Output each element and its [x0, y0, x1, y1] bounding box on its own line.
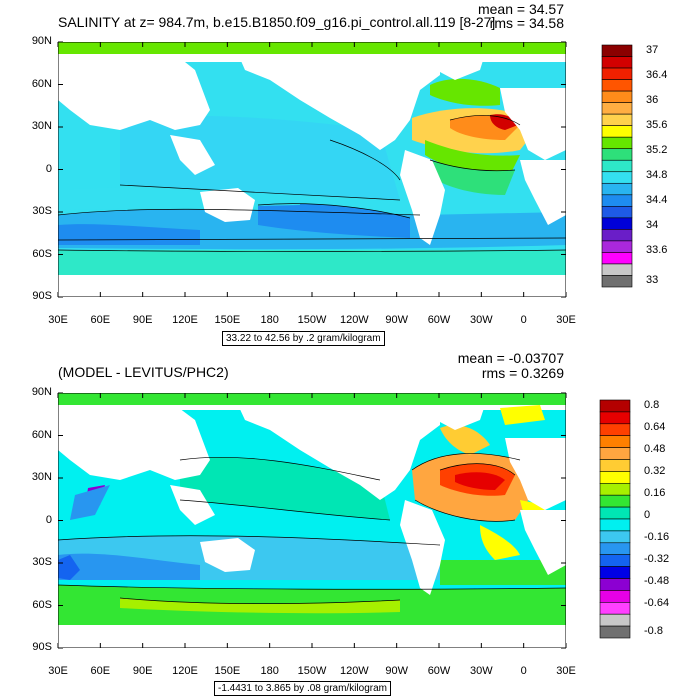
- lat-tick-label: 30S: [32, 556, 52, 568]
- colorbar-tick-label: 34.4: [646, 193, 668, 206]
- colorbar-swatch: [601, 240, 633, 253]
- colorbar-tick-label: 0.16: [644, 487, 666, 499]
- colorbar-tick-label: 33.6: [646, 243, 668, 256]
- lat-tick-label: 60S: [32, 247, 52, 260]
- colorbar-tick-label: 34: [646, 218, 659, 231]
- lon-tick-label: 60E: [90, 665, 111, 677]
- lat-tick-label: 60S: [32, 598, 52, 611]
- lat-tick-label: 60N: [31, 77, 52, 90]
- colorbar-swatch: [601, 148, 633, 161]
- land: [58, 54, 566, 297]
- lat-tick-label: 30N: [31, 120, 52, 132]
- colorbar-swatch: [601, 182, 633, 196]
- lat-tick-label: 0: [45, 513, 52, 526]
- lon-tick-label: 150E: [214, 314, 241, 326]
- lon-tick-label: 150E: [214, 665, 241, 677]
- lon-tick-label: 90W: [385, 665, 408, 677]
- lon-tick-label: 120W: [339, 665, 369, 677]
- lat-tick-label: 90N: [31, 386, 52, 398]
- lon-tick-label: 30E: [48, 665, 68, 677]
- colorbar-tick-label: -0.64: [644, 597, 670, 610]
- lat-tick-label: 90N: [31, 35, 52, 47]
- lon-tick-label: 30W: [470, 314, 493, 326]
- colorbar-swatch: [601, 171, 633, 184]
- colorbar-swatch: [601, 159, 633, 173]
- lon-tick-label: 180: [260, 665, 279, 677]
- lon-tick-label: 150W: [297, 314, 327, 326]
- lat-tick-label: 30S: [32, 205, 52, 217]
- colorbar-tick-label: -0.32: [644, 553, 670, 566]
- lon-tick-label: 60W: [427, 314, 451, 326]
- colorbar-swatch: [601, 56, 633, 69]
- colorbar-tick-label: 0.64: [644, 420, 666, 433]
- rms-label: rms = 34.58: [489, 15, 564, 31]
- lon-tick-label: 60E: [90, 314, 111, 326]
- lon-tick-label: 30E: [48, 314, 68, 326]
- colorbar-tick-label: -0.16: [644, 531, 670, 544]
- colorbar-tick-label: 33: [646, 274, 659, 287]
- colorbar-tick-label: 34.8: [646, 168, 668, 181]
- mean-label: mean = 34.57: [477, 1, 564, 17]
- lon-tick-label: 120E: [172, 665, 198, 677]
- colorbar-swatch: [601, 90, 633, 103]
- lon-tick-label: 150W: [297, 665, 327, 677]
- lon-tick-label: 30E: [556, 314, 576, 326]
- lon-tick-label: 90W: [385, 314, 408, 326]
- lon-tick-label: 0: [520, 314, 527, 326]
- lat-tick-label: 90S: [32, 641, 52, 653]
- range-label: 33.22 to 42.56 by .2 gram/kilogram: [222, 331, 385, 346]
- rms-label: rms = 0.3269: [481, 365, 564, 381]
- colorbar-swatch: [601, 102, 633, 115]
- colorbar-tick-label: 36: [646, 93, 659, 106]
- mean-label: mean = -0.03707: [457, 350, 564, 366]
- colorbar-tick-label: 0: [644, 509, 651, 522]
- colorbar-tick-label: 0.8: [644, 398, 660, 411]
- colorbar-tick-label: 0.32: [644, 464, 666, 477]
- map-title: (MODEL - LEVITUS/PHC2): [58, 364, 229, 380]
- colorbar-tick-label: 37: [646, 43, 659, 56]
- colorbar-tick-label: -0.8: [644, 625, 663, 638]
- colorbar-swatch: [601, 194, 633, 207]
- lon-tick-label: 90E: [132, 665, 153, 677]
- colorbar-swatch: [601, 206, 633, 219]
- colorbar-swatch: [601, 125, 633, 138]
- colorbar-tick-label: -0.48: [644, 575, 670, 588]
- colorbar-tick-label: 0.48: [644, 442, 666, 455]
- colorbar-swatch: [601, 263, 633, 276]
- colorbar-swatch: [601, 229, 633, 242]
- lat-tick-label: 0: [45, 162, 52, 175]
- range-label: -1.4431 to 3.865 by .08 gram/kilogram: [214, 681, 391, 696]
- colorbar-tick-label: 35.6: [646, 118, 668, 131]
- lat-tick-label: 90S: [32, 290, 52, 302]
- colorbar-swatch: [601, 79, 633, 92]
- colorbar-tick-label: 35.2: [646, 143, 668, 156]
- lon-tick-label: 120W: [339, 314, 369, 326]
- lon-tick-label: 120E: [172, 314, 198, 326]
- colorbar-swatch: [601, 217, 633, 230]
- colorbar-swatch: [601, 113, 633, 126]
- lon-tick-label: 30E: [556, 665, 576, 677]
- lon-tick-label: 90E: [132, 314, 153, 326]
- lat-tick-label: 60N: [31, 428, 52, 441]
- axis-ticks: [57, 41, 567, 298]
- colorbar-swatch: [601, 252, 633, 265]
- colorbar-top: [601, 44, 633, 288]
- colorbar-swatch: [601, 67, 633, 80]
- lat-tick-label: 30N: [31, 471, 52, 483]
- lon-tick-label: 180: [260, 314, 279, 326]
- colorbar-swatch: [601, 275, 633, 288]
- lon-tick-label: 0: [520, 665, 527, 677]
- map-title: SALINITY at z= 984.7m, b.e15.B1850.f09_g…: [58, 14, 496, 30]
- colorbar-swatch: [601, 136, 633, 150]
- colorbar-swatch: [601, 44, 633, 57]
- colorbar-tick-label: 36.4: [646, 68, 668, 81]
- lon-tick-label: 60W: [427, 665, 451, 677]
- lon-tick-label: 30W: [470, 665, 493, 677]
